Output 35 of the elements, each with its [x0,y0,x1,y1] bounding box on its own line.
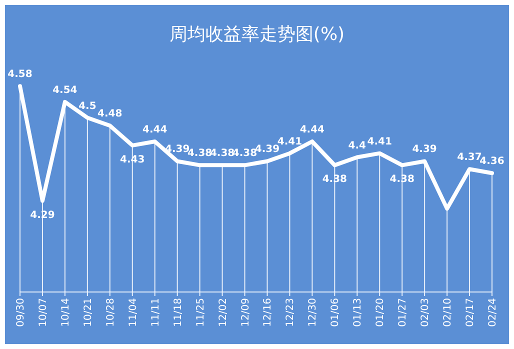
x-tick-label: 12/16 [262,298,274,327]
data-label: 4.41 [367,136,392,148]
x-tick-label: 02/17 [465,298,476,327]
x-tick-label: 12/30 [308,298,319,327]
x-tick-label: 12/23 [285,298,296,327]
x-tick-label: 10/21 [82,298,94,327]
x-tick-label: 02/03 [420,298,432,327]
x-tick-label: 11/04 [128,298,139,327]
data-label: 4.36 [480,156,504,168]
data-label: 4.4 [348,140,366,152]
x-tick-label: 11/11 [150,298,162,327]
chart-title: 周均收益率走势图(%) [169,24,345,45]
data-label: 4.44 [142,124,168,136]
x-tick-label: 01/20 [375,298,386,327]
x-tick-label: 12/02 [218,298,229,327]
data-label: 4.38 [210,148,235,160]
x-tick-label: 10/14 [60,298,72,327]
x-tick-label: 12/09 [240,298,252,327]
x-tick-label: 01/13 [352,298,364,327]
x-tick-label: 01/06 [330,298,342,327]
x-tick-label: 02/10 [442,298,454,327]
data-label: 4.39 [412,144,437,156]
data-label: 4.38 [232,148,258,160]
x-tick-label: 10/28 [105,298,116,327]
data-label: 4.58 [8,69,32,80]
x-tick-label: 10/07 [38,298,49,327]
data-label: 4.44 [300,124,325,136]
x-tick-label: 01/27 [398,298,409,327]
data-label: 4.54 [52,84,78,96]
data-label: 4.48 [98,108,122,120]
x-tick-label: 11/18 [172,298,184,327]
x-tick-label: 02/24 [488,298,498,327]
data-label: 4.5 [78,100,96,112]
x-tick-label: 09/30 [16,298,26,327]
x-tick-label: 11/25 [195,298,206,327]
